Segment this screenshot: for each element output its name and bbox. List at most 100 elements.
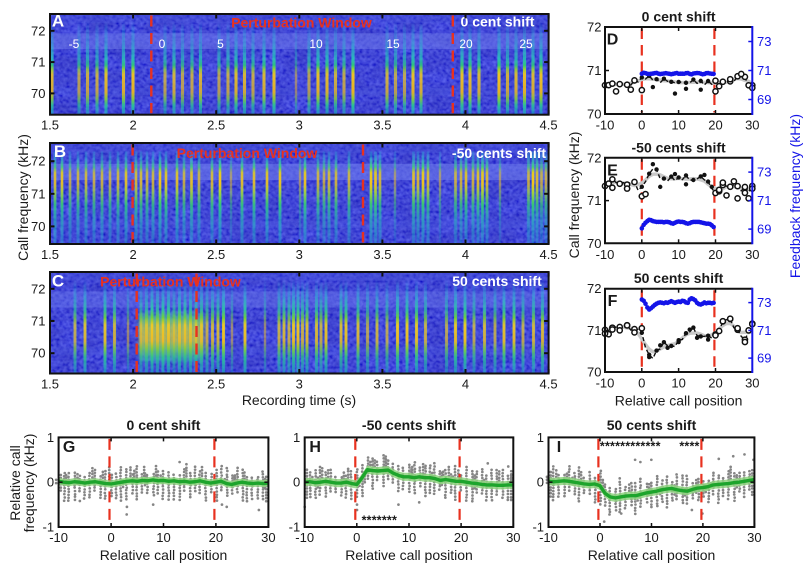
svg-text:3: 3 [296,247,303,262]
svg-text:71: 71 [757,323,771,338]
svg-text:1: 1 [47,430,54,445]
svg-text:****: **** [679,439,699,453]
svg-text:71: 71 [31,314,45,329]
svg-text:2: 2 [129,118,136,133]
svg-text:72: 72 [587,281,601,296]
svg-text:0: 0 [638,118,645,133]
svg-text:71: 71 [31,186,45,201]
svg-text:30: 30 [506,530,520,545]
svg-text:71: 71 [757,193,771,208]
svg-text:4.5: 4.5 [540,377,558,392]
svg-text:70: 70 [587,107,601,122]
svg-text:Relative call position: Relative call position [345,547,473,563]
svg-text:0: 0 [159,37,166,51]
svg-text:1: 1 [293,430,300,445]
svg-text:B: B [54,142,66,161]
svg-text:0 cent shift: 0 cent shift [642,9,716,25]
svg-text:frequency (kHz): frequency (kHz) [21,434,37,533]
svg-text:70: 70 [587,365,601,380]
svg-text:-10: -10 [596,118,615,133]
svg-text:4: 4 [462,377,469,392]
svg-text:H: H [309,439,321,456]
svg-text:71: 71 [587,193,601,208]
svg-text:0: 0 [638,376,645,391]
svg-text:71: 71 [31,55,45,70]
svg-text:50 cents shift: 50 cents shift [452,273,542,289]
svg-text:72: 72 [587,20,601,35]
svg-text:-1: -1 [289,520,301,535]
svg-text:72: 72 [31,154,45,169]
svg-text:E: E [607,162,618,179]
svg-text:10: 10 [671,376,685,391]
svg-text:10: 10 [671,247,685,262]
svg-text:1.5: 1.5 [41,247,59,262]
svg-text:Call frequency (kHz): Call frequency (kHz) [566,132,582,259]
svg-text:-10: -10 [539,530,558,545]
svg-text:73: 73 [757,34,771,49]
svg-text:10: 10 [309,37,323,51]
svg-text:20: 20 [209,530,223,545]
svg-text:3.5: 3.5 [373,118,391,133]
svg-text:-5: -5 [69,37,80,51]
svg-text:0: 0 [107,530,114,545]
svg-text:Perturbation Window: Perturbation Window [231,15,372,31]
svg-text:71: 71 [587,323,601,338]
svg-text:30: 30 [745,118,759,133]
svg-text:G: G [63,439,75,456]
svg-text:Relative call: Relative call [7,445,23,520]
svg-text:Call frequency (kHz): Call frequency (kHz) [15,134,31,261]
svg-text:70: 70 [31,346,45,361]
svg-text:C: C [52,272,64,291]
svg-text:2: 2 [129,377,136,392]
svg-text:73: 73 [757,165,771,180]
svg-text:69: 69 [757,222,771,237]
svg-text:73: 73 [757,295,771,310]
svg-text:20: 20 [708,376,722,391]
svg-text:Relative call position: Relative call position [100,547,228,563]
svg-text:20: 20 [708,247,722,262]
svg-text:Perturbation Window: Perturbation Window [100,274,241,290]
svg-text:15: 15 [386,37,400,51]
svg-text:2: 2 [129,247,136,262]
svg-text:4.5: 4.5 [540,118,558,133]
svg-text:72: 72 [31,23,45,38]
svg-text:-10: -10 [295,530,314,545]
svg-text:Relative call position: Relative call position [615,393,743,409]
svg-text:0: 0 [293,475,300,490]
svg-text:-1: -1 [532,520,544,535]
svg-text:************: ************ [600,439,661,453]
svg-text:2.5: 2.5 [207,247,225,262]
svg-text:Recording time (s): Recording time (s) [242,392,356,408]
svg-text:4.5: 4.5 [540,247,558,262]
svg-text:Relative call position: Relative call position [588,547,716,563]
svg-text:*******: ******* [362,514,397,528]
svg-text:0: 0 [353,530,360,545]
svg-text:A: A [52,12,64,31]
svg-text:2.5: 2.5 [207,118,225,133]
svg-text:0: 0 [47,475,54,490]
svg-text:-10: -10 [596,247,615,262]
svg-text:30: 30 [745,376,759,391]
svg-text:1: 1 [537,430,544,445]
svg-text:0: 0 [537,475,544,490]
svg-text:1.5: 1.5 [41,118,59,133]
svg-text:3: 3 [296,377,303,392]
svg-text:30: 30 [745,247,759,262]
svg-text:4: 4 [462,118,469,133]
svg-text:72: 72 [587,150,601,165]
svg-text:Perturbation Window: Perturbation Window [177,145,318,161]
svg-text:20: 20 [454,530,468,545]
svg-text:-50 cents shift: -50 cents shift [452,145,546,161]
svg-text:10: 10 [156,530,170,545]
svg-text:10: 10 [402,530,416,545]
svg-text:5: 5 [217,37,224,51]
svg-text:3: 3 [296,118,303,133]
svg-text:-10: -10 [49,530,68,545]
svg-text:0 cent shift: 0 cent shift [461,14,535,30]
svg-text:50 cents shift: 50 cents shift [607,417,697,433]
svg-text:30: 30 [747,530,761,545]
svg-text:-50 cents shift: -50 cents shift [362,417,456,433]
svg-text:20: 20 [708,118,722,133]
svg-text:69: 69 [757,351,771,366]
svg-text:0: 0 [638,247,645,262]
